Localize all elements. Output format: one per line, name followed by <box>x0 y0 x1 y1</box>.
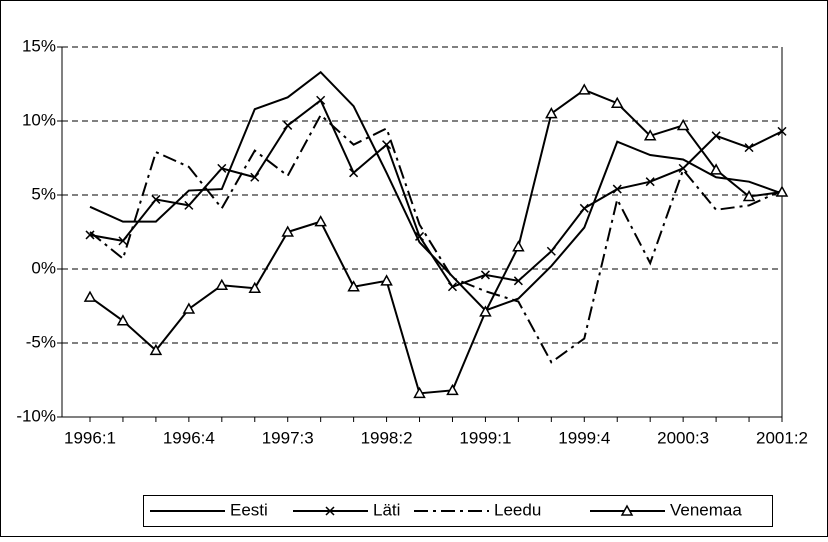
x-marker <box>118 236 128 246</box>
triangle-marker <box>380 274 393 286</box>
x-tick-label: 1997:3 <box>262 428 314 447</box>
x-marker <box>382 140 392 150</box>
x-marker <box>612 184 622 194</box>
x-marker <box>480 270 490 280</box>
triangle-marker <box>215 278 229 291</box>
triangle-marker <box>643 129 657 141</box>
x-marker-stroke <box>349 168 359 178</box>
triangle-marker <box>545 107 558 119</box>
triangle-marker <box>620 504 634 516</box>
triangle-marker <box>182 302 196 314</box>
legend-label: Eesti <box>230 500 268 519</box>
triangle-marker <box>512 240 525 252</box>
legend-label: Läti <box>373 500 400 519</box>
triangle-marker <box>314 215 327 227</box>
x-marker <box>184 200 194 210</box>
x-marker <box>711 131 721 141</box>
x-marker <box>217 163 227 173</box>
x-marker-stroke <box>777 126 787 136</box>
x-marker-stroke <box>283 120 293 130</box>
y-tick-label: 15% <box>22 36 56 55</box>
x-tick-label: 2001:2 <box>756 428 808 447</box>
x-marker <box>414 231 425 241</box>
series-line <box>89 98 783 288</box>
x-marker <box>513 276 523 286</box>
triangle-marker <box>578 83 591 95</box>
x-marker-stroke <box>744 143 754 153</box>
x-marker-stroke <box>118 236 128 246</box>
triangle-marker <box>775 185 789 197</box>
triangle-marker <box>610 96 624 108</box>
y-tick-label: -5% <box>26 332 56 351</box>
x-marker-stroke <box>316 95 326 105</box>
x-marker <box>447 282 458 292</box>
x-marker-stroke <box>645 177 655 187</box>
x-tick-label: 1996:4 <box>163 428 215 447</box>
x-marker <box>579 203 589 213</box>
x-marker-stroke <box>480 270 490 280</box>
x-marker-stroke <box>217 163 227 173</box>
x-marker-stroke <box>612 184 622 194</box>
legend-box <box>143 495 773 527</box>
triangle-marker <box>446 383 459 396</box>
triangle-marker <box>413 386 426 399</box>
x-tick-label: 1998:2 <box>361 428 413 447</box>
triangle-marker <box>709 163 723 175</box>
triangle-marker <box>742 189 756 202</box>
triangle-marker <box>149 343 163 356</box>
triangle-marker <box>248 281 262 293</box>
x-marker-stroke <box>678 163 688 173</box>
x-marker <box>85 230 95 240</box>
x-marker <box>250 172 260 182</box>
x-tick-label: 1999:4 <box>558 428 610 447</box>
x-marker-stroke <box>151 194 161 204</box>
triangle-marker <box>479 305 492 317</box>
triangle-marker <box>116 314 130 326</box>
y-tick-label: -10% <box>16 406 56 425</box>
x-marker <box>645 177 655 187</box>
x-marker-stroke <box>184 200 194 210</box>
x-marker <box>283 120 293 130</box>
x-marker-stroke <box>414 231 425 241</box>
x-marker-stroke <box>711 131 721 141</box>
series-line <box>89 113 783 364</box>
x-marker-stroke <box>382 140 392 150</box>
x-tick-label: 1996:1 <box>64 428 116 447</box>
x-tick-label: 2000:3 <box>657 428 709 447</box>
x-marker <box>546 246 556 256</box>
y-tick-label: 5% <box>31 184 56 203</box>
x-marker <box>777 126 787 136</box>
x-marker <box>678 163 688 173</box>
x-marker <box>325 506 335 516</box>
y-tick-label: 10% <box>22 110 56 129</box>
x-marker-stroke <box>513 276 523 286</box>
x-tick-label: 1999:1 <box>459 428 511 447</box>
triangle-marker <box>676 118 690 131</box>
triangle-marker <box>281 225 294 237</box>
y-tick-label: 0% <box>31 258 56 277</box>
x-marker-stroke <box>579 203 589 213</box>
series-line <box>89 88 783 395</box>
x-marker <box>316 95 326 105</box>
x-marker <box>349 168 359 178</box>
x-marker-stroke <box>447 282 458 292</box>
x-marker-stroke <box>250 172 260 182</box>
x-marker-stroke <box>546 246 556 256</box>
x-marker-stroke <box>325 506 335 516</box>
triangle-marker <box>347 280 360 292</box>
triangle-marker <box>83 290 97 302</box>
legend-label: Leedu <box>494 500 541 519</box>
x-marker-stroke <box>85 230 95 240</box>
series-line <box>89 70 783 312</box>
legend-label: Venemaa <box>670 500 742 519</box>
x-marker <box>744 143 754 153</box>
x-marker <box>151 194 161 204</box>
